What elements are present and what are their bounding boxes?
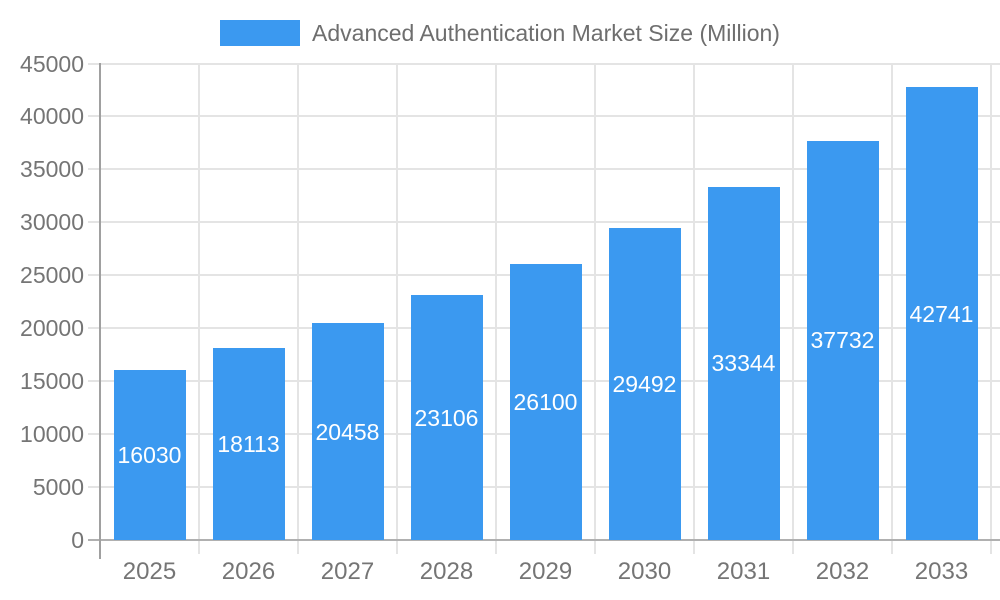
y-tick-label: 0 (71, 527, 84, 553)
y-tick-label: 10000 (20, 421, 84, 448)
y-gridline (88, 115, 1000, 118)
bar-value-label: 23106 (414, 404, 479, 431)
y-gridline (88, 221, 1000, 224)
bar-value-label: 33344 (711, 350, 776, 377)
x-tick-label: 2031 (716, 558, 771, 585)
bar-2025[interactable]: 16030 (113, 370, 186, 540)
bar-2031[interactable]: 33344 (707, 186, 780, 540)
y-axis-line (99, 63, 101, 559)
y-tick-label: 35000 (20, 156, 84, 183)
legend-swatch (220, 20, 301, 46)
y-tick-label: 25000 (20, 262, 84, 289)
x-gridline (891, 63, 893, 554)
x-axis-line (88, 539, 1000, 541)
legend: Advanced Authentication Market Size (Mil… (0, 19, 1000, 47)
x-tick-label: 2029 (518, 558, 573, 585)
bar-2030[interactable]: 29492 (608, 227, 681, 540)
bar-value-label: 37732 (810, 327, 875, 354)
x-tick-label: 2028 (419, 558, 474, 585)
y-gridline (88, 62, 1000, 65)
y-tick-label: 40000 (20, 103, 84, 130)
y-tick-label: 30000 (20, 209, 84, 236)
y-tick-label: 45000 (20, 50, 84, 77)
x-gridline (297, 63, 299, 554)
x-tick-label: 2026 (221, 558, 276, 585)
y-gridline (88, 168, 1000, 171)
x-tick-label: 2033 (914, 558, 969, 585)
y-tick-label: 5000 (32, 474, 84, 501)
x-gridline (792, 63, 794, 554)
bar-value-label: 29492 (612, 370, 677, 397)
bar-2028[interactable]: 23106 (410, 295, 483, 540)
x-tick-label: 2025 (122, 558, 177, 585)
bar-2026[interactable]: 18113 (212, 348, 285, 540)
y-tick-label: 20000 (20, 315, 84, 342)
y-tick-label: 15000 (20, 368, 84, 395)
x-gridline (198, 63, 200, 554)
bar-2029[interactable]: 26100 (509, 263, 582, 540)
bar-2033[interactable]: 42741 (905, 87, 978, 540)
x-gridline (396, 63, 398, 554)
x-gridline (990, 63, 992, 554)
bar-value-label: 18113 (217, 431, 280, 458)
x-gridline (693, 63, 695, 554)
bar-value-label: 42741 (909, 300, 974, 327)
x-tick-label: 2032 (815, 558, 870, 585)
x-tick-label: 2027 (320, 558, 375, 585)
legend-label: Advanced Authentication Market Size (Mil… (312, 20, 780, 46)
x-gridline (495, 63, 497, 554)
bar-value-label: 16030 (117, 442, 182, 469)
bar-value-label: 20458 (315, 418, 380, 445)
bar-2027[interactable]: 20458 (311, 323, 384, 540)
x-gridline (594, 63, 596, 554)
bar-value-label: 26100 (513, 388, 578, 415)
bar-2032[interactable]: 37732 (806, 140, 879, 540)
x-tick-label: 2030 (617, 558, 672, 585)
